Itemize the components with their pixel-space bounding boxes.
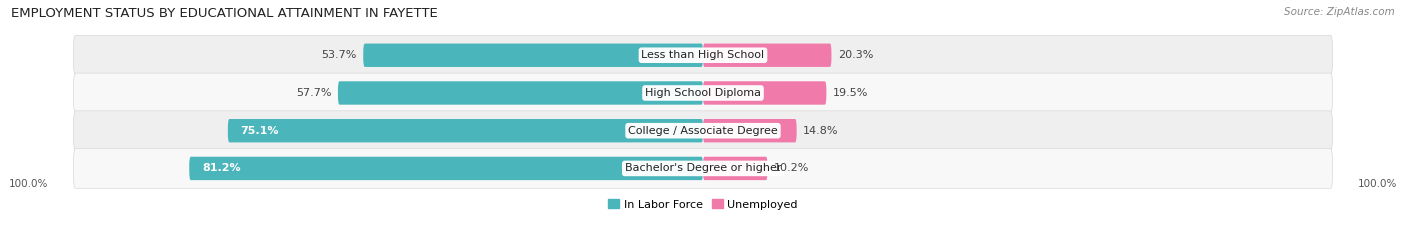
- Text: 75.1%: 75.1%: [240, 126, 278, 136]
- FancyBboxPatch shape: [228, 119, 703, 142]
- Text: 81.2%: 81.2%: [202, 163, 240, 173]
- Text: EMPLOYMENT STATUS BY EDUCATIONAL ATTAINMENT IN FAYETTE: EMPLOYMENT STATUS BY EDUCATIONAL ATTAINM…: [11, 7, 439, 20]
- Text: 19.5%: 19.5%: [832, 88, 868, 98]
- Text: 10.2%: 10.2%: [773, 163, 810, 173]
- FancyBboxPatch shape: [190, 157, 703, 180]
- Text: 100.0%: 100.0%: [8, 179, 48, 189]
- Text: 53.7%: 53.7%: [322, 50, 357, 60]
- Legend: In Labor Force, Unemployed: In Labor Force, Unemployed: [603, 195, 803, 214]
- Text: 20.3%: 20.3%: [838, 50, 873, 60]
- FancyBboxPatch shape: [703, 157, 768, 180]
- FancyBboxPatch shape: [73, 35, 1333, 75]
- FancyBboxPatch shape: [363, 44, 703, 67]
- Text: Bachelor's Degree or higher: Bachelor's Degree or higher: [624, 163, 782, 173]
- Text: High School Diploma: High School Diploma: [645, 88, 761, 98]
- Text: College / Associate Degree: College / Associate Degree: [628, 126, 778, 136]
- FancyBboxPatch shape: [73, 111, 1333, 151]
- FancyBboxPatch shape: [73, 73, 1333, 113]
- Text: Less than High School: Less than High School: [641, 50, 765, 60]
- Text: Source: ZipAtlas.com: Source: ZipAtlas.com: [1284, 7, 1395, 17]
- FancyBboxPatch shape: [703, 119, 797, 142]
- FancyBboxPatch shape: [337, 81, 703, 105]
- FancyBboxPatch shape: [703, 81, 827, 105]
- FancyBboxPatch shape: [703, 44, 831, 67]
- FancyBboxPatch shape: [73, 149, 1333, 188]
- Text: 57.7%: 57.7%: [297, 88, 332, 98]
- Text: 100.0%: 100.0%: [1358, 179, 1398, 189]
- Text: 14.8%: 14.8%: [803, 126, 838, 136]
